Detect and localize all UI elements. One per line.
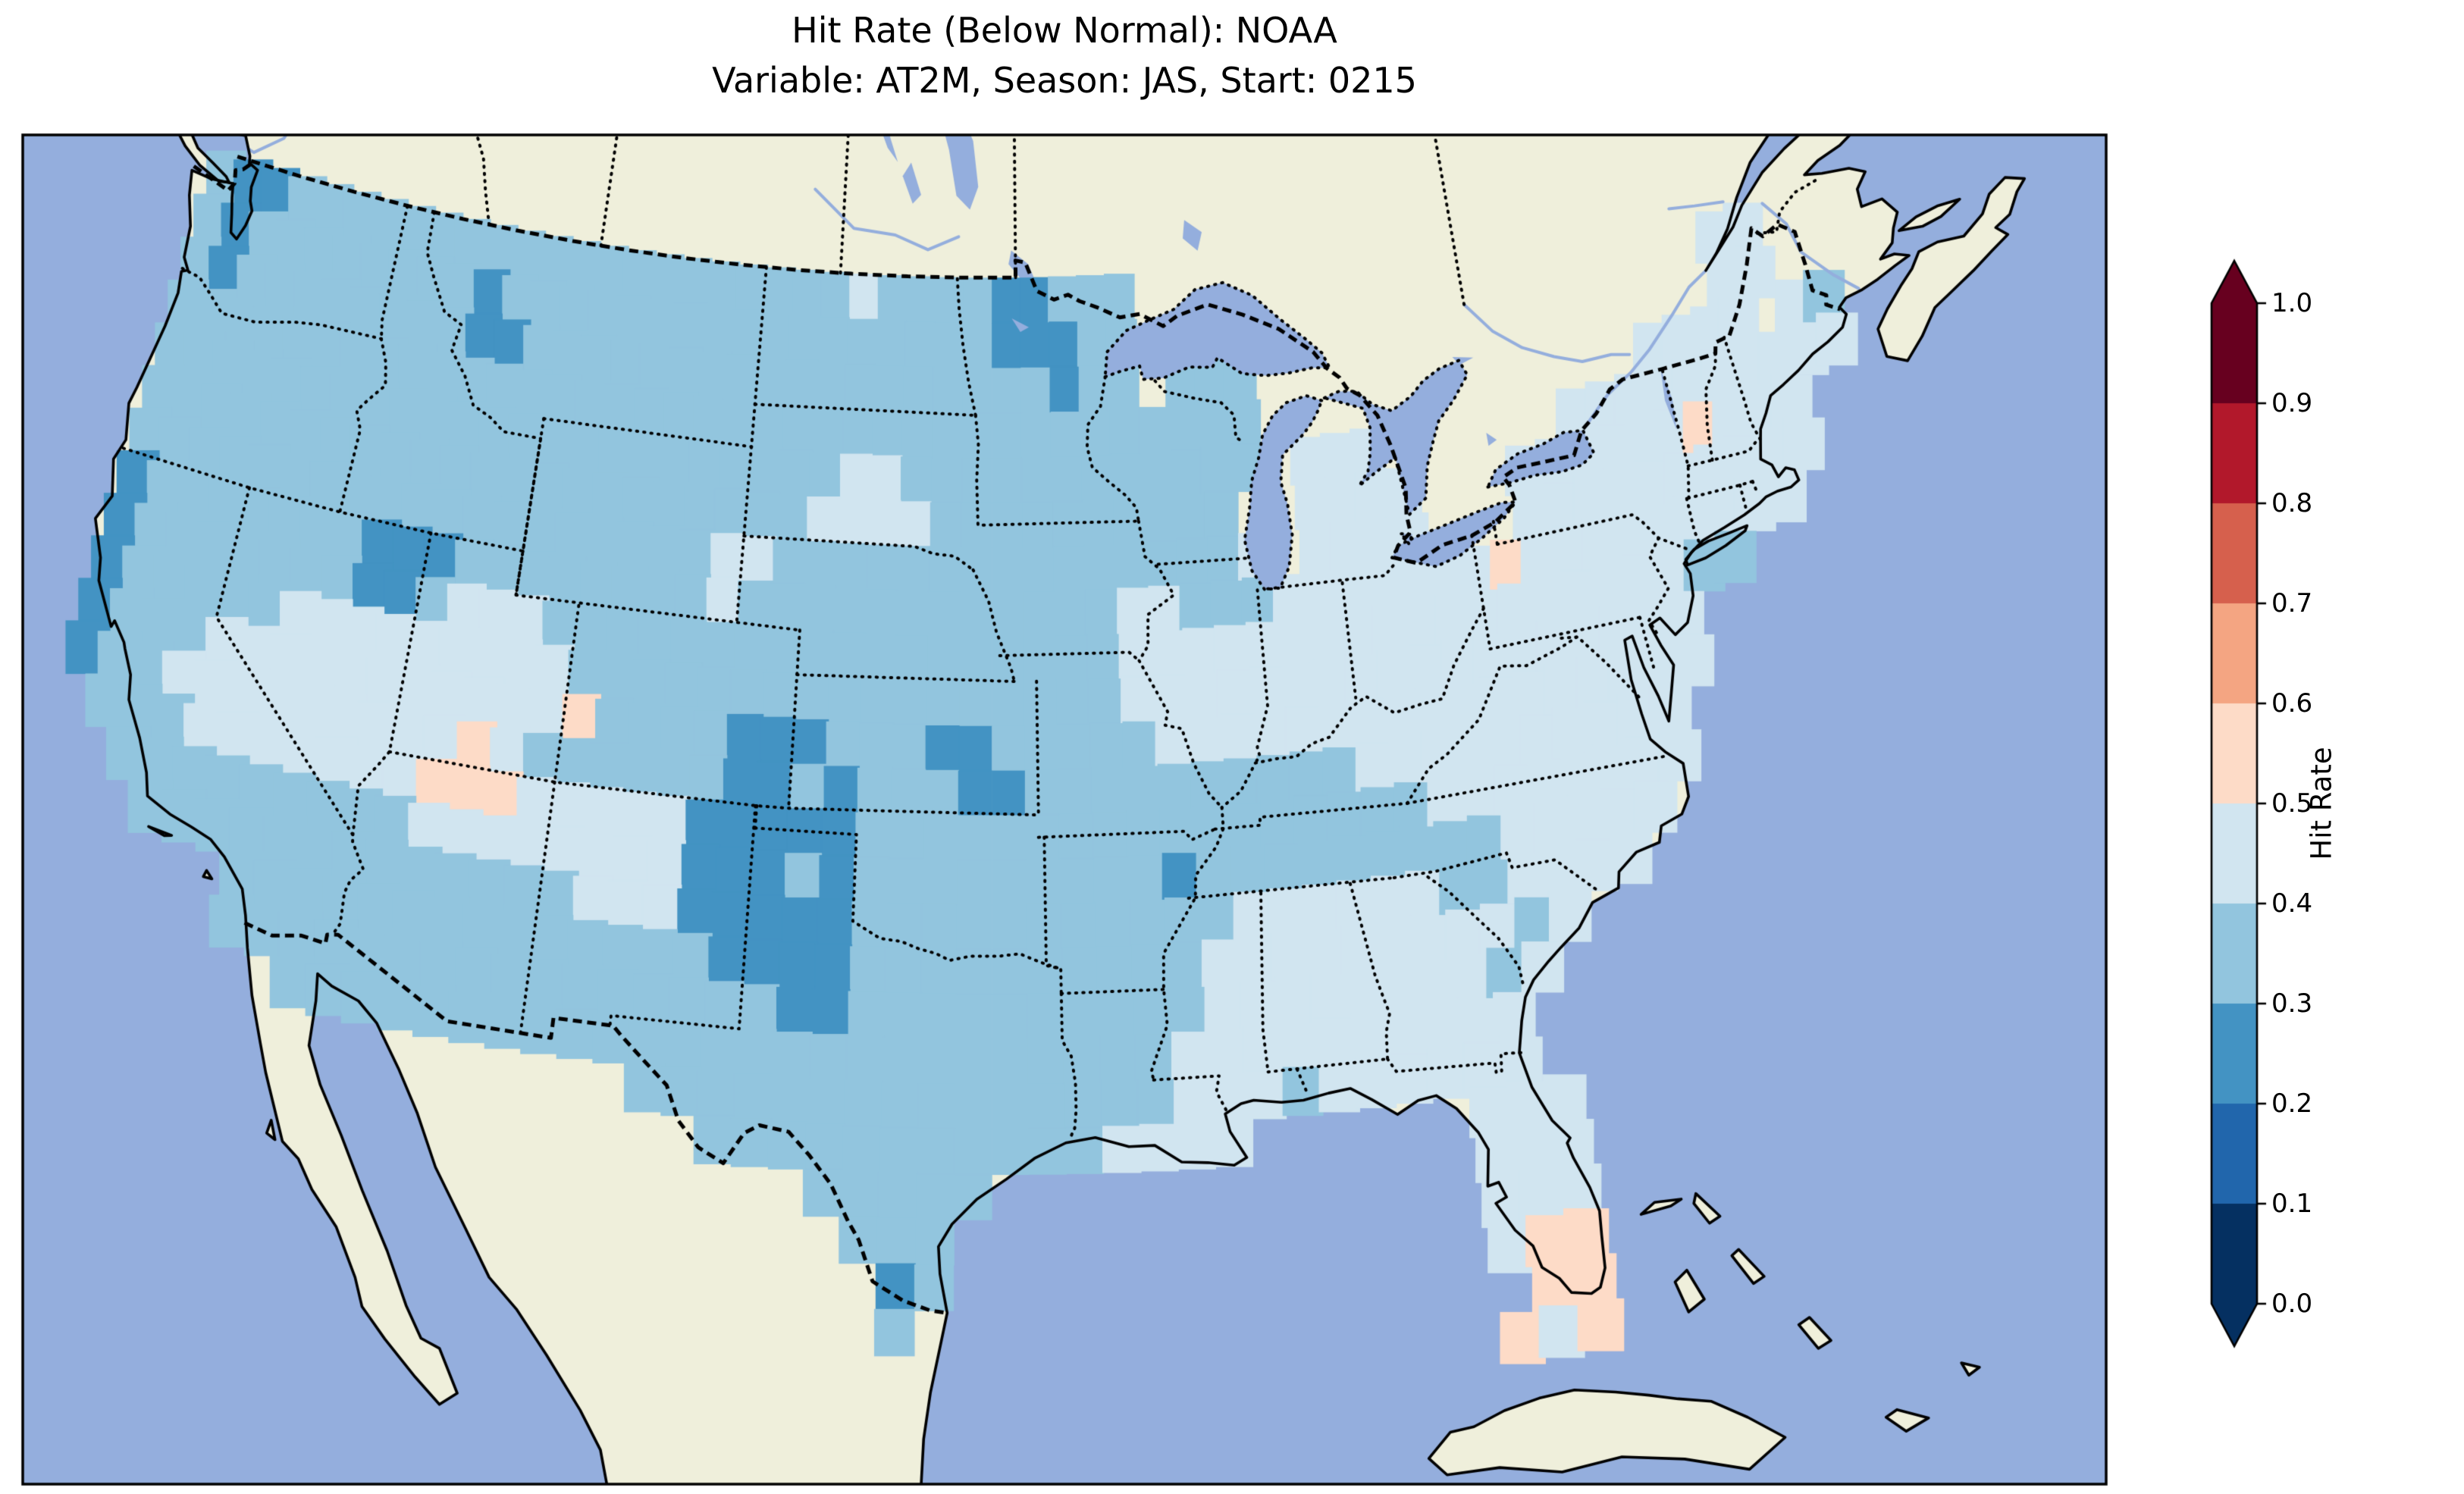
figure-title: Hit Rate (Below Normal): NOAA: [792, 10, 1337, 51]
colorbar-tick-label: 0.2: [2271, 1088, 2313, 1119]
figure-subtitle: Variable: AT2M, Season: JAS, Start: 0215: [712, 60, 1417, 101]
colorbar-tick-label: 0.6: [2271, 688, 2313, 719]
colorbar-axis-label: Hit Rate: [2305, 747, 2338, 860]
colorbar-tick-label: 0.1: [2271, 1189, 2313, 1219]
colorbar-tick-label: 0.9: [2271, 388, 2313, 418]
colorbar-tick-label: 0.4: [2271, 888, 2313, 919]
colorbar-tick-label: 0.5: [2271, 788, 2313, 819]
colorbar-tick-label: 0.3: [2271, 988, 2313, 1019]
colorbar-tick-label: 1.0: [2271, 288, 2313, 318]
colorbar-tick-label: 0.0: [2271, 1289, 2313, 1319]
colorbar-tick-label: 0.8: [2271, 488, 2313, 518]
colorbar-tick-label: 0.7: [2271, 588, 2313, 619]
